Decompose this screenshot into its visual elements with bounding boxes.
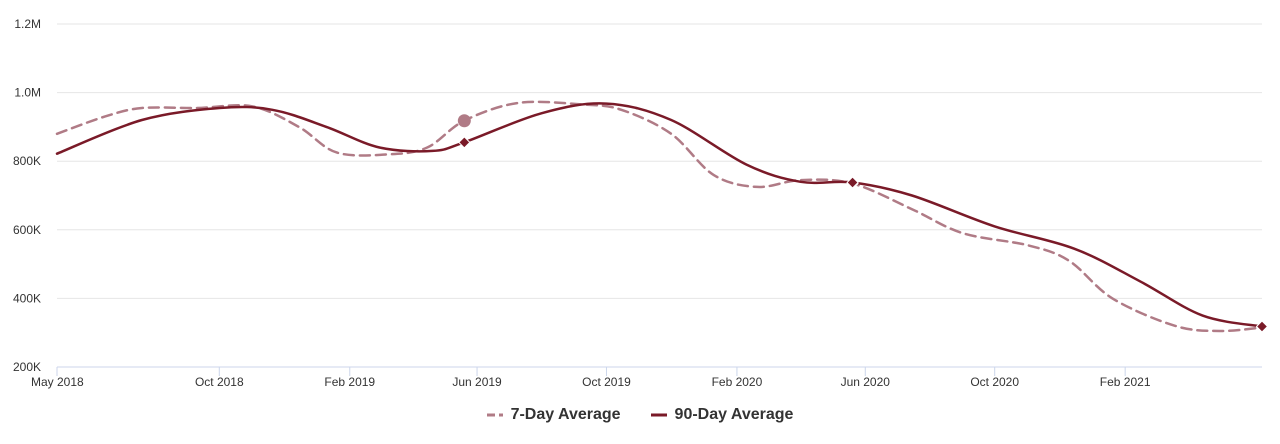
chart-legend: 7-Day Average 90-Day Average (0, 402, 1280, 428)
x-tick-label: Feb 2019 (324, 375, 375, 389)
line-chart: 200K 400K 600K 800K 1.0M 1.2M May 2018 Oct 201… (13, 17, 1269, 389)
legend-item-90-day-average[interactable]: 90-Day Average (650, 406, 794, 424)
y-tick-label: 800K (13, 154, 41, 168)
x-tick-label: Oct 2020 (970, 375, 1019, 389)
data-point-marker[interactable] (458, 136, 471, 149)
data-point-marker[interactable] (457, 114, 471, 128)
x-tick-label: Jun 2019 (452, 375, 502, 389)
legend-item-7-day-average[interactable]: 7-Day Average (486, 406, 621, 424)
y-tick-label: 1.0M (14, 86, 41, 100)
series-line-7-day-average[interactable] (55, 100, 1264, 333)
data-point-marker[interactable] (1255, 320, 1269, 333)
legend-symbol-solid (650, 413, 667, 417)
x-tick-label: Feb 2020 (712, 375, 763, 389)
series-markers (457, 114, 1269, 333)
data-point-marker[interactable] (846, 176, 859, 189)
y-tick-label: 600K (13, 223, 41, 237)
y-tick-label: 200K (13, 360, 41, 374)
x-tick-label: Oct 2018 (195, 375, 244, 389)
grid-lines (57, 23, 1262, 299)
x-tick-label: Oct 2019 (582, 375, 631, 389)
legend-symbol-dashed (486, 413, 503, 417)
x-tick-label: Feb 2021 (1100, 375, 1151, 389)
x-axis: May 2018 Oct 2018 Feb 2019 Jun 2019 Oct 2019… (31, 366, 1262, 389)
y-axis-labels: 200K 400K 600K 800K 1.0M 1.2M (13, 17, 41, 374)
y-tick-label: 1.2M (14, 17, 41, 31)
y-tick-label: 400K (13, 291, 41, 305)
x-tick-label: May 2018 (31, 375, 84, 389)
series-lines (55, 100, 1264, 333)
series-line-90-day-average[interactable] (55, 102, 1264, 328)
legend-label: 7-Day Average (510, 406, 621, 423)
legend-label: 90-Day Average (674, 406, 794, 423)
x-tick-label: Jun 2020 (841, 375, 891, 389)
